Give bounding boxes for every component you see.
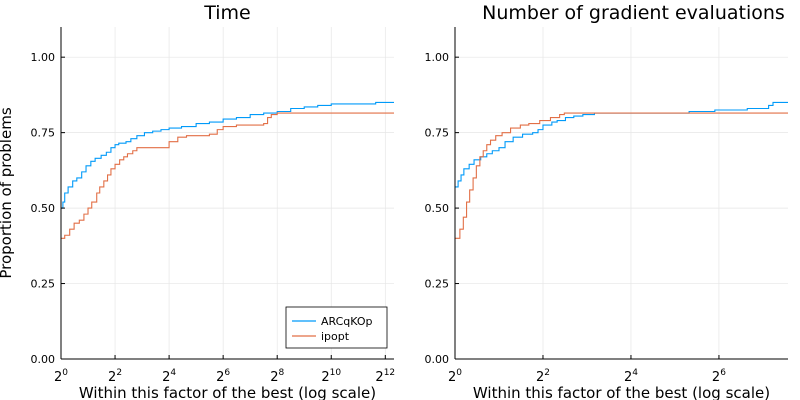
x-tick-label: 24 [624,368,638,385]
x-tick-label: 28 [270,368,284,385]
x-tick-label: 210 [321,368,341,385]
time-x-axis-label: Within this factor of the best (log scal… [79,384,376,400]
series-line-ipopt [455,112,788,239]
y-tick-label: 0.25 [425,278,450,291]
time-panel: 0.00 0.25 0.50 0.75 1.00 20 22 24 26 28 210 212 Tim… [0,2,395,400]
gradient-ticks: 0.00 0.25 0.50 0.75 1.00 20 22 24 26 [425,51,727,385]
y-tick-label: 1.00 [31,51,56,64]
time-y-axis-label: Proportion of problems [0,107,15,278]
y-tick-label: 0.25 [31,278,56,291]
series-line-arcqkop [61,101,394,209]
x-tick-label: 24 [162,368,176,385]
x-tick-label: 212 [375,368,395,385]
x-tick-label: 26 [216,368,230,385]
x-tick-label: 26 [712,368,726,385]
legend-label-arcqkop: ARCqKOp [321,315,373,328]
time-chart-title: Time [203,2,251,24]
gradient-series [455,101,788,239]
x-tick-label: 20 [54,368,68,385]
y-tick-label: 0.75 [425,127,450,140]
time-legend: ARCqKOp ipopt [285,306,388,349]
series-line-arcqkop [455,101,788,188]
series-line-ipopt [61,112,394,239]
gradient-x-axis-label: Within this factor of the best (log scal… [473,384,770,400]
y-tick-label: 0.50 [31,202,56,215]
x-tick-label: 20 [448,368,462,385]
time-ticks: 0.00 0.25 0.50 0.75 1.00 20 22 24 26 28 210 212 [31,51,396,385]
y-tick-label: 1.00 [425,51,450,64]
time-axes [60,27,394,360]
y-tick-label: 0.75 [31,127,56,140]
gradient-panel: 0.00 0.25 0.50 0.75 1.00 20 22 24 26 Number of g… [425,2,788,400]
gradient-axes [454,27,788,360]
y-tick-label: 0.50 [425,202,450,215]
y-tick-label: 0.00 [425,353,450,366]
x-tick-label: 22 [536,368,550,385]
gradient-grid [454,27,788,360]
x-tick-label: 22 [108,368,122,385]
time-series [61,101,394,239]
gradient-chart-title: Number of gradient evaluations [482,2,785,24]
legend-label-ipopt: ipopt [321,330,350,343]
y-tick-label: 0.00 [31,353,56,366]
legend-box [285,306,388,349]
